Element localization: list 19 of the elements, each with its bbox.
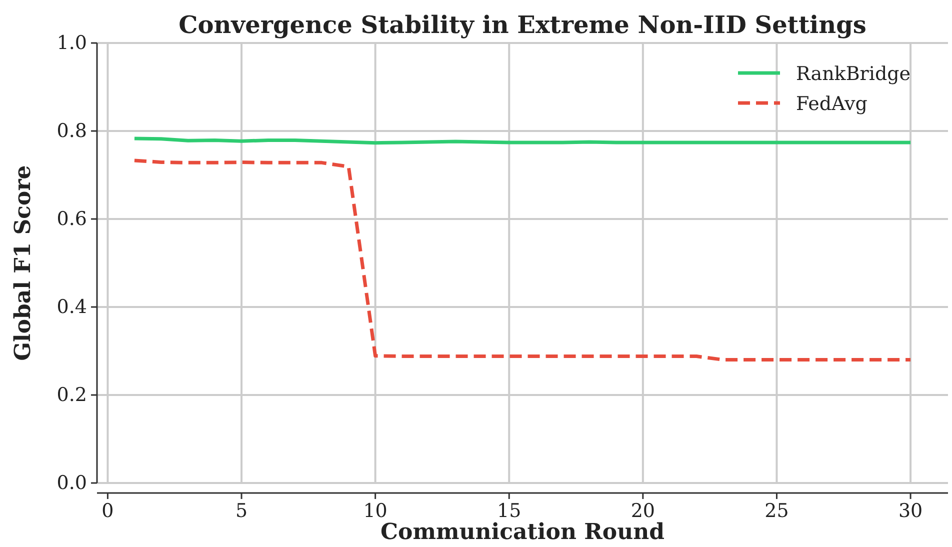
x-tick-label: 0 [102,500,114,522]
x-tick-label: 5 [235,500,248,522]
x-tick-label: 20 [630,500,656,522]
legend-label: FedAvg [796,93,868,115]
x-tick-label: 15 [497,500,522,522]
y-tick-label: 0.4 [56,296,87,318]
y-tick-label: 0.8 [56,120,87,142]
y-axis-title: Global F1 Score [10,165,36,361]
x-axis-title: Communication Round [380,519,664,545]
x-tick-label: 25 [764,500,789,522]
chart-title: Convergence Stability in Extreme Non-IID Settings [178,10,866,39]
line-series [132,158,912,362]
legend-label: RankBridge [796,63,911,85]
y-tick-label: 1.0 [56,32,87,54]
y-tick-label: 0.0 [56,472,87,494]
x-tick-label: 30 [898,500,923,522]
y-tick-label: 0.2 [56,384,87,406]
x-tick-label: 10 [363,500,388,522]
y-tick-label: 0.6 [56,208,87,230]
